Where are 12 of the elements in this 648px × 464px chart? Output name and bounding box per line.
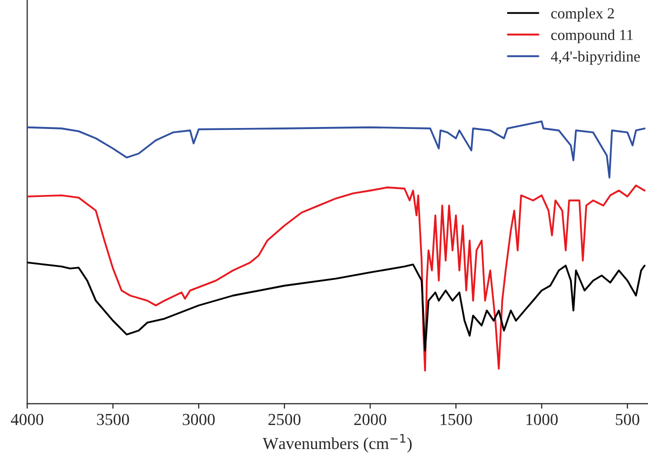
x-tick-label: 1500 [440, 414, 472, 426]
x-tick-label: 4000 [10, 414, 44, 426]
legend-label: complex 2 [551, 8, 614, 22]
x-tick-label: 1000 [526, 414, 558, 426]
x-tick-label: 500 [616, 414, 640, 426]
legend-label: compound 11 [551, 29, 633, 44]
x-tick-label: 2000 [354, 414, 386, 426]
x-tick-label: 2500 [268, 414, 300, 426]
x-tick-label: 3000 [182, 414, 215, 426]
legend-label: 4,4'-bipyridine [550, 50, 640, 65]
x-tick-label: 3500 [97, 414, 129, 426]
x-axis-title: Wavenumbers (cm$^{−1}$) [262, 434, 412, 453]
